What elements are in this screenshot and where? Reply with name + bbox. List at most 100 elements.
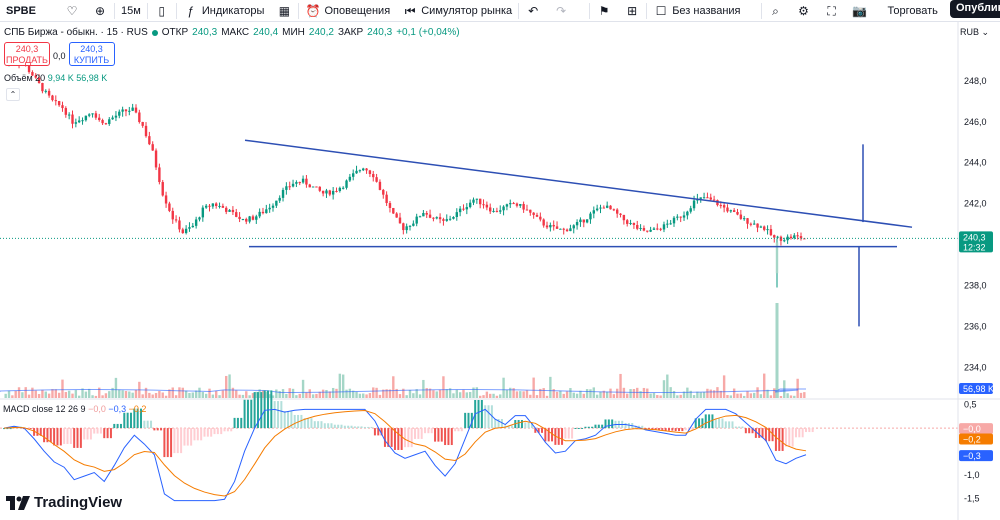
macd-line: [3, 408, 807, 502]
macd-pane: [0, 390, 958, 502]
fullscreen-button[interactable]: ⛶: [818, 0, 846, 22]
symbol-search[interactable]: SPBE: [0, 0, 58, 22]
macd-hist-bar: [524, 422, 527, 429]
publish-button[interactable]: Опублико: [950, 0, 1000, 18]
volume-bar: [61, 379, 64, 398]
macd-hist-bar: [223, 428, 226, 432]
volume-bars: [0, 303, 806, 398]
candle-body: [378, 181, 382, 190]
macd-hist-bar: [497, 418, 500, 429]
volume-bar: [378, 394, 382, 398]
sell-button[interactable]: 240,3 ПРОДАТЬ: [4, 42, 50, 66]
macd-hist-bar: [363, 426, 366, 429]
macd-hist-bar: [457, 428, 460, 432]
object-tree-button[interactable]: ⊞: [618, 0, 646, 22]
candle-body: [204, 205, 208, 208]
macd-hist-bar: [758, 428, 761, 438]
macd-hist-bar: [641, 425, 644, 429]
volume-bar: [425, 388, 428, 398]
macd-hist-bar: [357, 426, 360, 429]
currency-selector[interactable]: RUB ⌄: [960, 27, 989, 38]
resistance-trendline: [244, 139, 913, 228]
layout-button[interactable]: ☐ Без названия: [647, 0, 746, 22]
buy-button[interactable]: 240,3 КУПИТЬ: [68, 42, 115, 66]
volume-bar: [311, 394, 315, 398]
macd-hist-bar: [216, 428, 219, 435]
interval-button[interactable]: 15м: [115, 0, 147, 22]
macd-hist-bar: [594, 424, 597, 429]
favorite-button[interactable]: ♡: [58, 0, 86, 22]
candle-body: [148, 136, 151, 145]
macd-hist-bar: [454, 428, 457, 432]
volume-bar: [318, 391, 321, 398]
volume-bar: [31, 387, 34, 398]
macd-hist-bar: [36, 428, 39, 436]
volume-bar: [719, 390, 722, 398]
candle-body: [355, 170, 358, 174]
macd-hist-bar: [741, 426, 744, 429]
volume-bar: [448, 388, 452, 398]
quick-search-button[interactable]: ⌕: [762, 0, 790, 22]
candle-body: [285, 186, 288, 190]
macd-hist-tag-text: −0,0: [963, 424, 981, 434]
candle-body: [375, 177, 378, 182]
divider: [646, 2, 648, 19]
volume-bar: [218, 395, 221, 398]
macd-hist-bar: [63, 428, 66, 444]
tradingview-logo[interactable]: TradingView: [6, 494, 122, 511]
snapshot-button[interactable]: 📷: [846, 0, 874, 22]
volume-bar: [225, 375, 228, 398]
indicators-button[interactable]: ƒ Индикаторы: [177, 0, 271, 22]
candle-body: [522, 204, 525, 210]
macd-hist-bar: [49, 428, 52, 443]
settings-button[interactable]: ⚙: [790, 0, 818, 22]
volume-bar: [492, 393, 495, 398]
candle-body: [178, 220, 181, 230]
macd-hist-bar: [577, 427, 580, 429]
candle-body: [605, 205, 609, 208]
macd-hist-bar: [691, 428, 694, 431]
volume-bar: [191, 392, 195, 398]
macd-hist-bar: [420, 428, 423, 439]
collapse-legend-button[interactable]: ⌃: [6, 88, 20, 101]
spread-value: 0,0: [53, 51, 66, 61]
candle-body: [545, 225, 549, 228]
compare-button[interactable]: ⊕: [86, 0, 114, 22]
candle-body: [118, 111, 121, 116]
macd-hist-bar: [487, 405, 490, 429]
candle-body: [786, 236, 789, 241]
macd-hist-bar: [9, 428, 12, 430]
undo-button[interactable]: ↶: [519, 0, 547, 22]
alerts-button[interactable]: ⏰ Оповещения: [299, 0, 396, 22]
macd-hist-bar: [180, 428, 183, 454]
macd-hist-bar: [136, 408, 139, 429]
candle-body: [749, 223, 753, 225]
templates-button[interactable]: ▦: [270, 0, 298, 22]
trading-panel-button[interactable]: ⚑: [590, 0, 618, 22]
volume-bar: [525, 390, 529, 398]
candle-body: [225, 207, 228, 212]
chart-type-button[interactable]: ▯: [148, 0, 176, 22]
macd-hist-bar: [704, 414, 707, 429]
macd-hist-bar: [551, 428, 554, 442]
volume-bar: [729, 395, 733, 398]
volume-bar: [34, 390, 37, 398]
candle-body: [308, 184, 311, 188]
trade-button[interactable]: Торговать: [882, 0, 944, 22]
volume-bar: [599, 391, 602, 398]
replay-button[interactable]: ⏮ Симулятор рынка: [396, 0, 518, 22]
macd-hist-bar: [310, 418, 313, 429]
redo-button[interactable]: ↷: [547, 0, 575, 22]
candle-body: [793, 235, 796, 239]
volume-bar: [646, 388, 649, 398]
volume-bar: [14, 390, 17, 398]
macd-legend: MACD close 12 26 9 −0,0 −0,3 −0,2: [3, 404, 146, 414]
macd-hist-bar: [280, 401, 283, 429]
macd-hist-bar: [721, 418, 724, 429]
change-value: +0,1 (+0,04%): [396, 27, 460, 38]
candle-body: [415, 216, 418, 224]
price-tick-label: 242,0: [964, 199, 987, 209]
macd-hist-bar: [46, 428, 49, 443]
volume-bar: [194, 390, 198, 398]
